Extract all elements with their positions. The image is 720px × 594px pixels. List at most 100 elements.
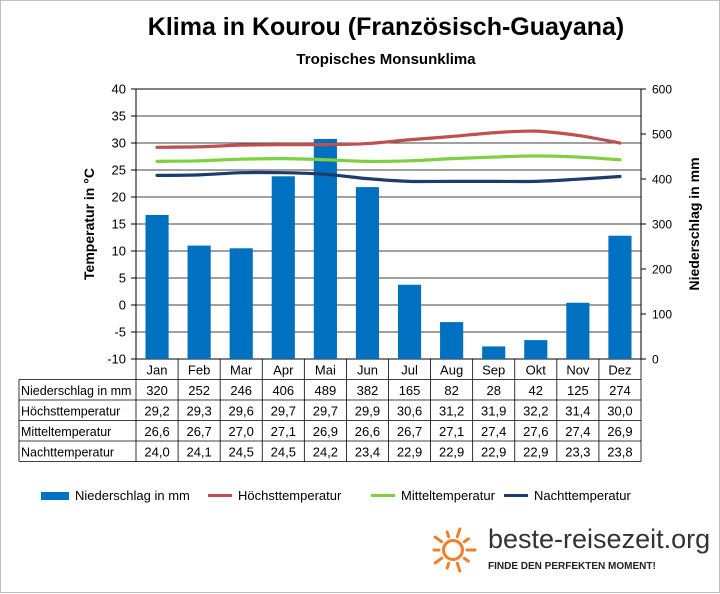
sun-ray <box>455 561 462 573</box>
table-row-label: Höchsttemperatur <box>21 405 120 419</box>
sun-core <box>442 539 464 561</box>
table-cell: 165 <box>399 383 421 398</box>
y-left-axis-label: Temperatur in °C <box>81 168 97 280</box>
table-cell: 27,1 <box>271 424 296 439</box>
y-right-tick-label: 600 <box>652 83 672 97</box>
table-cell: 26,7 <box>186 424 211 439</box>
table-cell: 252 <box>188 383 210 398</box>
legend-item: Höchsttemperatur <box>208 488 341 503</box>
y-right-tick-label: 0 <box>652 353 659 367</box>
table-cell: 22,9 <box>481 445 506 460</box>
brand-logo[interactable]: beste-reisezeit.org FINDE DEN PERFEKTEN … <box>426 524 716 584</box>
table-cell: 22,9 <box>439 445 464 460</box>
table-cell: 26,6 <box>355 424 380 439</box>
table-cell: 29,7 <box>271 404 296 419</box>
y-left-tick-label: 5 <box>119 271 126 286</box>
table-cell: 29,9 <box>355 404 380 419</box>
table-cell: 24,5 <box>271 445 296 460</box>
table-header-nov: Nov <box>566 363 590 378</box>
line-h-chsttemperatur <box>155 129 622 149</box>
table-row-label: Niederschlag in mm <box>21 384 131 398</box>
table-cell: 22,9 <box>523 445 548 460</box>
sun-ray <box>433 556 444 565</box>
table-cell: 27,1 <box>439 424 464 439</box>
table-cell: 29,2 <box>144 404 169 419</box>
y-left-tick-label: -5 <box>114 325 126 340</box>
legend-label: Mitteltemperatur <box>401 488 495 503</box>
table-row-label: Nachttemperatur <box>21 446 114 460</box>
y-right-tick-label: 100 <box>652 308 672 322</box>
line-nachttemperatur <box>155 170 622 184</box>
bar-niederschlag <box>355 187 380 359</box>
table-row-label: Mitteltemperatur <box>21 425 111 439</box>
legend-item: Nachttemperatur <box>504 488 631 503</box>
legend-label: Niederschlag in mm <box>75 488 190 503</box>
bar-niederschlag <box>187 245 211 359</box>
table-header-dez: Dez <box>608 363 631 378</box>
bar-niederschlag <box>440 322 464 359</box>
sun-ray <box>433 535 444 544</box>
legend-label: Höchsttemperatur <box>238 488 342 503</box>
bar-niederschlag <box>482 346 506 359</box>
table-cell: 274 <box>609 383 631 398</box>
bar-niederschlag <box>397 284 422 359</box>
chart-subtitle: Tropisches Monsunklima <box>296 51 476 68</box>
y-left-tick-label: 0 <box>119 298 126 313</box>
y-right-tick-label: 200 <box>652 263 672 277</box>
table-header-sep: Sep <box>482 363 505 378</box>
y-left-tick-label: -10 <box>107 352 126 367</box>
legend-item: Niederschlag in mm <box>41 488 190 503</box>
table-cell: 23,4 <box>355 445 380 460</box>
sun-ray <box>462 556 470 563</box>
table-cell: 22,9 <box>397 445 422 460</box>
table-header-apr: Apr <box>273 363 294 378</box>
y-right-axis-label: Niederschlag in mm <box>686 157 702 290</box>
legend-swatch <box>41 491 69 500</box>
table-cell: 29,3 <box>186 404 211 419</box>
sun-ray <box>455 527 462 539</box>
y-left-tick-label: 20 <box>112 190 126 205</box>
table-cell: 32,2 <box>523 404 548 419</box>
bar-niederschlag <box>524 340 548 359</box>
y-left-tick-label: 10 <box>112 244 126 259</box>
legend: Niederschlag in mm Höchsttemperatur Mittel… <box>1 488 720 508</box>
legend-swatch <box>208 494 232 497</box>
y-left-tick-label: 25 <box>112 163 126 178</box>
table-header-jul: Jul <box>401 363 418 378</box>
table-cell: 30,0 <box>607 404 632 419</box>
table-cell: 31,9 <box>481 404 506 419</box>
table-cell: 24,5 <box>229 445 254 460</box>
table-cell: 29,7 <box>313 404 338 419</box>
bar-niederschlag <box>145 215 169 359</box>
table-cell: 382 <box>357 383 379 398</box>
legend-swatch <box>504 494 528 497</box>
sun-icon <box>432 527 477 573</box>
legend-item: Mitteltemperatur <box>371 488 495 503</box>
table-cell: 27,0 <box>229 424 254 439</box>
table-cell: 26,6 <box>144 424 169 439</box>
table-cell: 27,6 <box>523 424 548 439</box>
brand-name: beste-reisezeit.org <box>488 524 711 554</box>
y-right-tick-label: 400 <box>652 173 672 187</box>
table-cell: 246 <box>230 383 252 398</box>
table-cell: 26,9 <box>313 424 338 439</box>
table-cell: 31,4 <box>565 404 590 419</box>
table-cell: 29,6 <box>229 404 254 419</box>
table-cell: 31,2 <box>439 404 464 419</box>
sun-ray <box>445 561 451 570</box>
y-left-tick-label: 35 <box>112 109 126 124</box>
table-header-feb: Feb <box>188 363 210 378</box>
brand-tagline: FINDE DEN PERFEKTEN MOMENT! <box>488 561 656 572</box>
table-cell: 406 <box>272 383 294 398</box>
table-cell: 26,9 <box>607 424 632 439</box>
table-cell: 23,8 <box>607 445 632 460</box>
table-cell: 30,6 <box>397 404 422 419</box>
table-header-jun: Jun <box>357 363 378 378</box>
y-right-tick-label: 500 <box>652 128 672 142</box>
table-cell: 24,2 <box>313 445 338 460</box>
table-cell: 24,0 <box>144 445 169 460</box>
table-cell: 125 <box>567 383 589 398</box>
table-header-aug: Aug <box>440 363 463 378</box>
bar-niederschlag <box>313 138 337 359</box>
